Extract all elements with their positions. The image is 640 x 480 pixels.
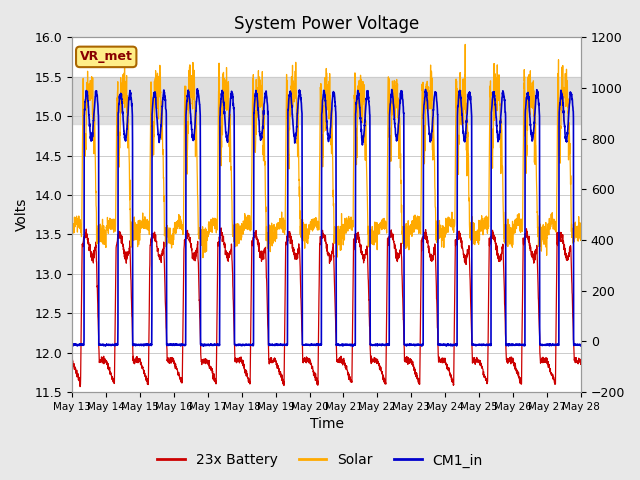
Solar — [126, 206, 134, 212]
Y-axis label: Volts: Volts — [15, 198, 29, 231]
Solar — [157, 70, 164, 76]
Title: System Power Voltage: System Power Voltage — [234, 15, 419, 33]
Solar — [461, 42, 469, 48]
Solar — [513, 226, 520, 231]
CM1_in — [349, 343, 356, 349]
23x Battery — [76, 384, 84, 390]
Solar — [577, 230, 585, 236]
23x Battery — [68, 356, 76, 362]
Solar — [264, 245, 271, 251]
Bar — [72, 77, 581, 124]
23x Battery — [264, 313, 271, 319]
23x Battery — [157, 256, 164, 262]
23x Battery — [127, 260, 134, 265]
Legend: 23x Battery, Solar, CM1_in: 23x Battery, Solar, CM1_in — [152, 448, 488, 473]
Solar — [285, 125, 293, 131]
X-axis label: Time: Time — [310, 418, 344, 432]
CM1_in — [577, 343, 585, 348]
CM1_in — [513, 342, 520, 348]
CM1_in — [285, 93, 293, 99]
CM1_in — [193, 86, 201, 92]
Solar — [568, 221, 575, 227]
23x Battery — [513, 370, 520, 375]
CM1_in — [568, 91, 575, 97]
Solar — [199, 255, 207, 261]
CM1_in — [157, 130, 164, 136]
23x Battery — [217, 225, 225, 231]
Text: VR_met: VR_met — [80, 50, 132, 63]
23x Battery — [568, 258, 575, 264]
Line: Solar: Solar — [72, 45, 581, 258]
CM1_in — [68, 342, 76, 348]
23x Battery — [577, 357, 585, 362]
Line: 23x Battery: 23x Battery — [72, 228, 581, 387]
Line: CM1_in: CM1_in — [72, 89, 581, 346]
23x Battery — [286, 229, 294, 235]
CM1_in — [264, 101, 271, 107]
CM1_in — [126, 92, 134, 98]
Solar — [68, 230, 76, 236]
